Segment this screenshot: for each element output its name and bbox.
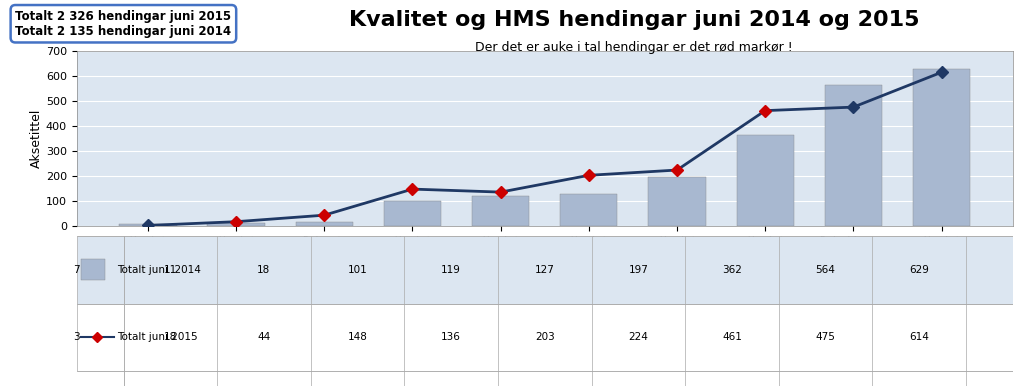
Text: 119: 119 xyxy=(441,265,461,275)
Text: 7: 7 xyxy=(74,265,80,275)
Text: Totalt 2 326 hendingar juni 2015
Totalt 2 135 hendingar juni 2014: Totalt 2 326 hendingar juni 2015 Totalt … xyxy=(15,10,231,38)
Text: 362: 362 xyxy=(722,265,742,275)
Bar xyxy=(77,303,1013,371)
Text: 148: 148 xyxy=(348,332,367,342)
Text: 11: 11 xyxy=(164,265,177,275)
Y-axis label: Aksetittel: Aksetittel xyxy=(30,109,43,168)
Text: 3: 3 xyxy=(74,332,80,342)
Text: Totalt juni 2015: Totalt juni 2015 xyxy=(117,332,197,342)
Text: 197: 197 xyxy=(628,265,649,275)
Text: 101: 101 xyxy=(348,265,367,275)
Bar xyxy=(913,69,970,226)
Bar xyxy=(77,236,1013,303)
Text: 203: 203 xyxy=(535,332,554,342)
Bar xyxy=(472,197,529,226)
Text: 564: 564 xyxy=(815,265,836,275)
Text: 461: 461 xyxy=(722,332,742,342)
Bar xyxy=(208,223,265,226)
Text: Kvalitet og HMS hendingar juni 2014 og 2015: Kvalitet og HMS hendingar juni 2014 og 2… xyxy=(349,10,920,30)
Text: 18: 18 xyxy=(164,332,177,342)
Bar xyxy=(82,259,104,280)
Text: 614: 614 xyxy=(909,332,929,342)
Text: Der det er auke i tal hendingar er det rød markør !: Der det er auke i tal hendingar er det r… xyxy=(476,41,793,54)
Text: 18: 18 xyxy=(258,265,270,275)
Text: 136: 136 xyxy=(441,332,461,342)
Bar xyxy=(120,225,177,226)
Bar xyxy=(561,194,618,226)
Text: 475: 475 xyxy=(815,332,836,342)
Text: 127: 127 xyxy=(535,265,554,275)
Text: 44: 44 xyxy=(258,332,270,342)
Bar xyxy=(296,222,353,226)
Bar xyxy=(384,201,441,226)
Text: 629: 629 xyxy=(909,265,929,275)
Bar xyxy=(737,135,794,226)
Bar xyxy=(825,85,882,226)
Text: Totalt juni  2014: Totalt juni 2014 xyxy=(117,265,201,275)
Text: 224: 224 xyxy=(628,332,649,342)
Bar xyxy=(649,177,706,226)
